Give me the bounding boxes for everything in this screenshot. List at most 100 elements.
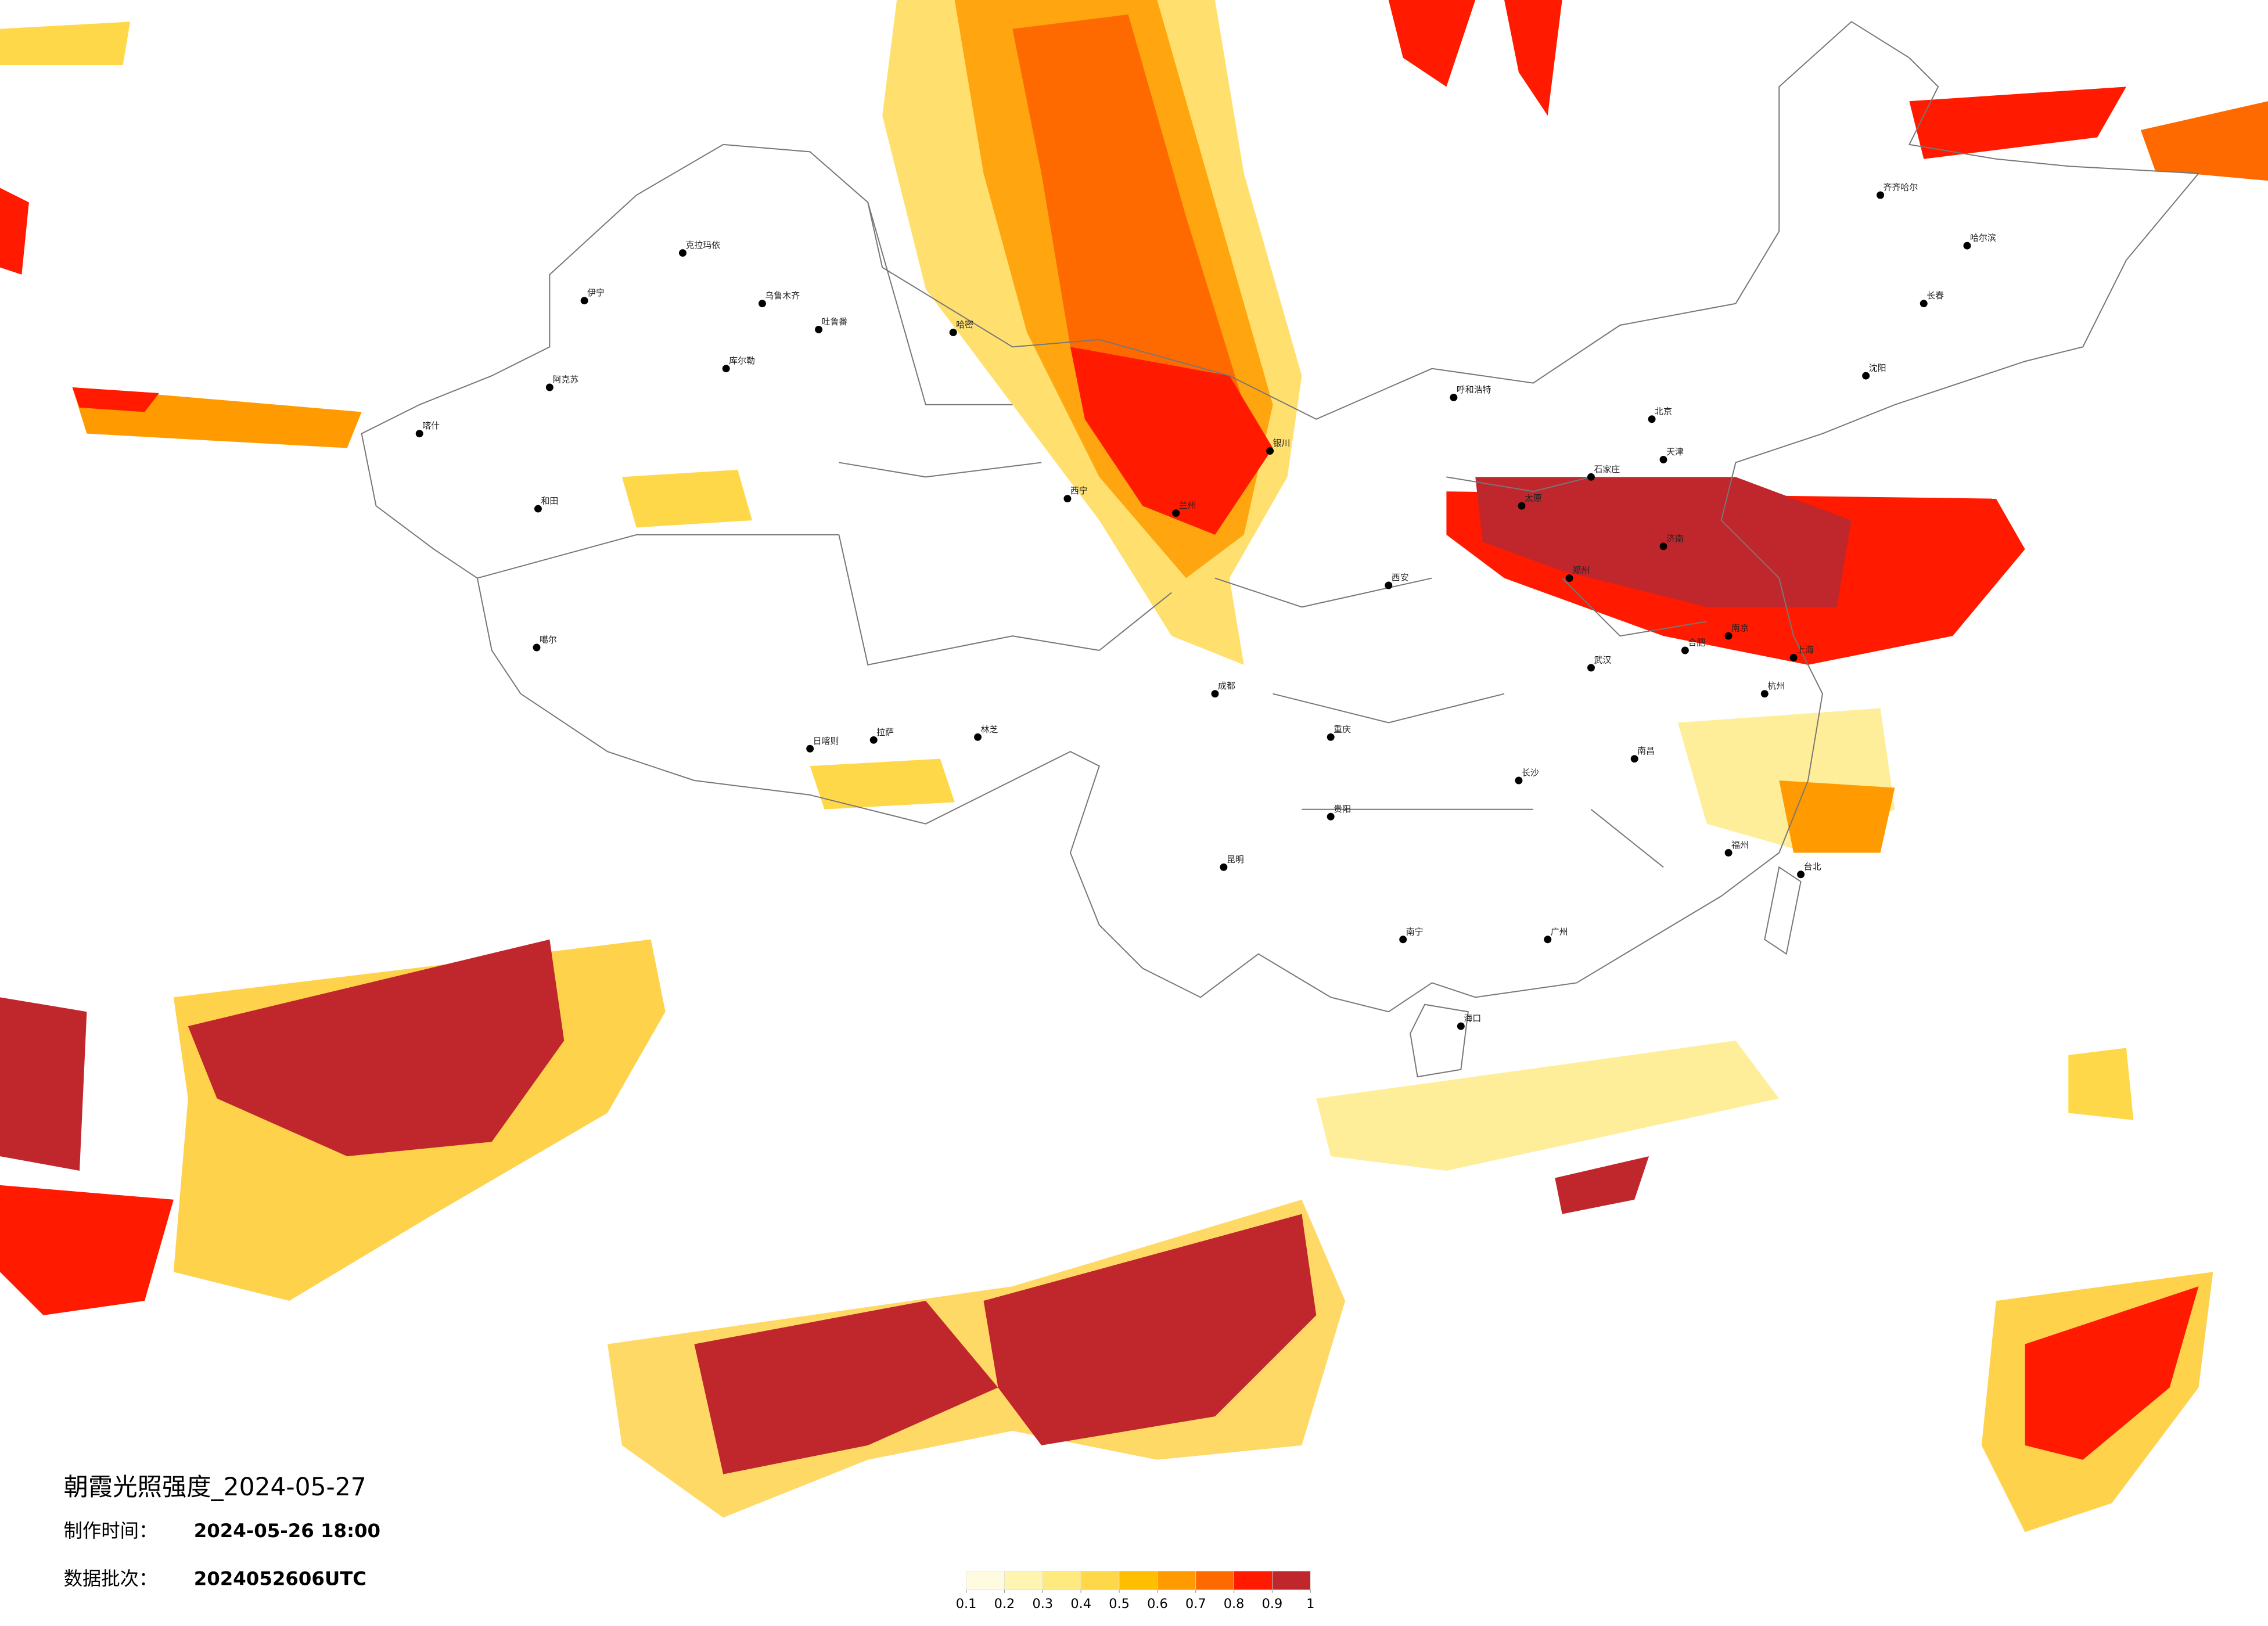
city-label: 福州	[1731, 840, 1749, 850]
city-label: 贵阳	[1334, 804, 1351, 814]
city-label: 阿克苏	[552, 375, 578, 385]
legend-tick-label: 0.2	[994, 1596, 1015, 1611]
city-label: 拉萨	[876, 727, 894, 738]
city-dot	[1587, 664, 1595, 672]
city-dot	[1648, 415, 1656, 423]
batch: 2024052606UTC	[194, 1567, 366, 1589]
city-dot	[974, 733, 982, 741]
city-label: 兰州	[1179, 500, 1196, 510]
city-label: 吐鲁番	[822, 316, 848, 327]
city-dot	[949, 328, 957, 336]
city-dot	[1172, 509, 1180, 517]
city-dot	[806, 744, 814, 753]
city-label: 库尔勒	[729, 355, 755, 366]
legend-swatch	[1080, 1571, 1120, 1591]
city-label: 南宁	[1406, 926, 1424, 937]
city-dot	[1630, 755, 1638, 763]
legend-swatch	[1234, 1571, 1273, 1591]
legend-tick-label: 0.9	[1262, 1596, 1283, 1611]
city-label: 南京	[1731, 623, 1749, 634]
city-dot	[869, 736, 878, 744]
city-dot	[1659, 455, 1667, 463]
legend-tick-label: 1	[1306, 1596, 1314, 1611]
city-label: 齐齐哈尔	[1884, 182, 1918, 193]
legend-tick-label: 0.4	[1070, 1596, 1091, 1611]
city-dot	[1518, 502, 1526, 510]
city-dot	[545, 383, 553, 391]
city-label: 上海	[1796, 645, 1814, 655]
city-dot	[533, 643, 541, 652]
heat-layer	[0, 0, 2268, 1533]
city-dot	[1659, 542, 1667, 551]
city-label: 乌鲁木齐	[765, 290, 800, 301]
city-label: 克拉玛依	[685, 240, 720, 250]
city-label: 石家庄	[1594, 464, 1620, 474]
city-label: 长春	[1926, 290, 1944, 301]
city-dot	[1789, 653, 1798, 661]
city-label: 济南	[1666, 533, 1684, 544]
city-dot	[534, 505, 542, 513]
city-dot	[1385, 581, 1393, 589]
city-dot	[1399, 936, 1407, 944]
city-label: 哈尔滨	[1970, 233, 1996, 243]
city-label: 沈阳	[1869, 363, 1886, 373]
city-dot	[1211, 690, 1219, 698]
made-time: 2024-05-26 18:00	[194, 1520, 380, 1542]
city-dot	[1327, 812, 1335, 821]
city-dot	[758, 300, 766, 308]
city-label: 南昌	[1637, 746, 1655, 756]
legend-tick-label: 0.7	[1185, 1596, 1206, 1611]
city-label: 西安	[1392, 573, 1409, 583]
city-label: 重庆	[1334, 724, 1351, 735]
city-dot	[722, 365, 730, 373]
city-dot	[1587, 473, 1595, 481]
city-dot	[415, 430, 423, 438]
city-label: 合肥	[1688, 638, 1705, 648]
city-dot	[815, 325, 823, 333]
city-dot	[1063, 495, 1072, 503]
city-label: 北京	[1655, 406, 1672, 416]
legend-swatch	[1004, 1571, 1043, 1591]
city-dot	[1877, 191, 1885, 199]
legend-tick-label: 0.3	[1033, 1596, 1054, 1611]
city-label: 林芝	[981, 724, 998, 735]
city-dot	[1760, 690, 1769, 698]
city-dot	[1920, 300, 1928, 308]
city-dot	[1862, 372, 1870, 380]
city-label: 呼和浩特	[1457, 384, 1491, 395]
legend-tick-label: 0.6	[1147, 1596, 1168, 1611]
city-label: 哈密	[956, 319, 973, 330]
city-label: 长沙	[1522, 768, 1539, 778]
city-dot	[1724, 848, 1733, 857]
city-dot	[1797, 870, 1805, 879]
city-dot	[1963, 242, 1971, 250]
map-title: 朝霞光照强度_2024-05-27	[64, 1473, 366, 1501]
city-label: 喀什	[422, 420, 440, 431]
city-label: 日喀则	[813, 736, 839, 746]
city-dot	[1724, 632, 1733, 640]
borders	[361, 21, 2200, 1078]
city-dot	[1681, 646, 1689, 654]
legend-swatch	[1195, 1571, 1234, 1591]
city-dot	[1515, 776, 1523, 785]
city-label: 成都	[1218, 681, 1235, 691]
city-label: 台北	[1804, 861, 1821, 872]
city-label: 西宁	[1070, 485, 1088, 496]
city-label: 昆明	[1227, 854, 1244, 865]
legend-tick-label: 0.8	[1224, 1596, 1245, 1611]
made-label: 制作时间：	[64, 1520, 158, 1542]
city-label: 噶尔	[540, 635, 557, 645]
city-dot	[1450, 393, 1458, 401]
legend-tick-label: 0.1	[956, 1596, 977, 1611]
city-dot	[1457, 1022, 1465, 1030]
city-dot	[679, 249, 686, 257]
legend: 0.1 0.2 0.3 0.4 0.5 0.6 0.7 0.8 0.9 1	[956, 1571, 1314, 1611]
legend-swatch	[1272, 1571, 1311, 1591]
city-dot	[580, 297, 588, 305]
city-dot	[1565, 574, 1573, 582]
city-label: 郑州	[1572, 565, 1590, 575]
city-dot	[1266, 447, 1274, 455]
